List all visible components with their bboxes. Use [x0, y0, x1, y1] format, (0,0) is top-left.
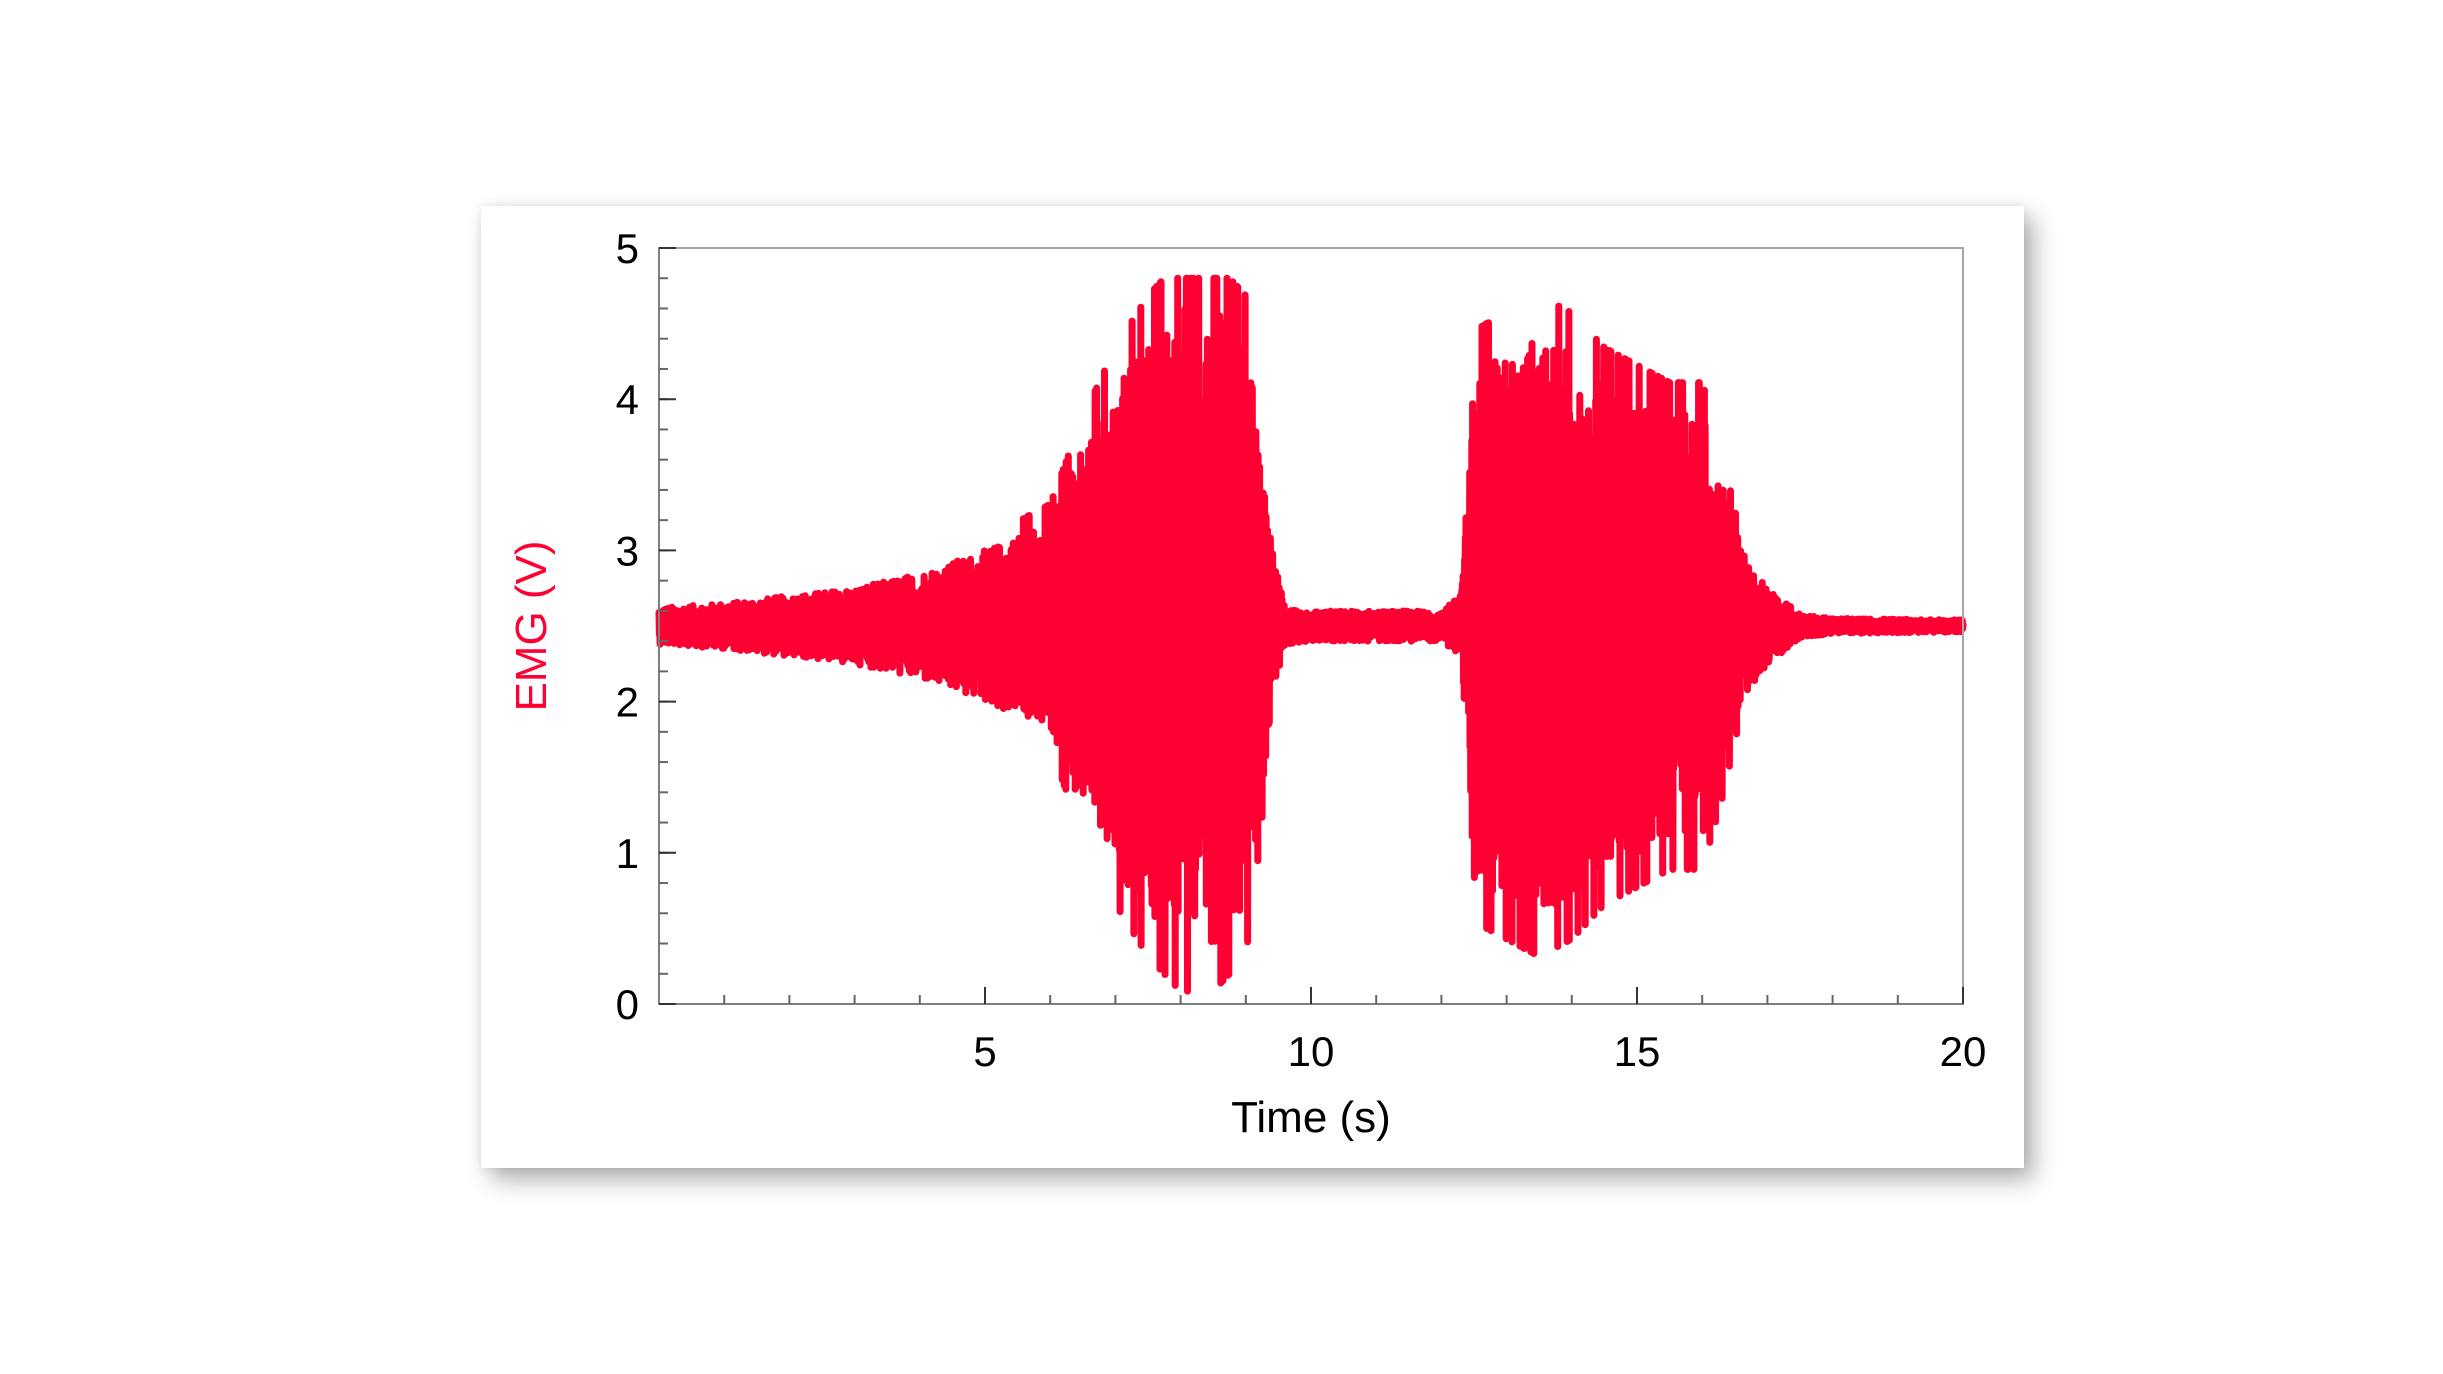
y-tick-label: 5 [616, 225, 639, 272]
y-tick-label: 2 [616, 679, 639, 726]
x-axis-title: Time (s) [1231, 1093, 1391, 1142]
emg-signal-line [655, 274, 1967, 995]
x-tick-label: 15 [1614, 1028, 1661, 1075]
y-tick-label: 4 [616, 376, 639, 423]
plot-area [655, 274, 1967, 995]
x-tick-label: 5 [973, 1028, 996, 1075]
y-axis-title: EMG (V) [507, 540, 556, 711]
x-tick-label: 20 [1940, 1028, 1987, 1075]
y-tick-label: 0 [616, 981, 639, 1028]
chart-card: 5 10 15 20 0 1 2 3 4 5 Time (s) EMG (V) [481, 206, 2024, 1168]
x-tick-label: 10 [1288, 1028, 1335, 1075]
emg-chart: 5 10 15 20 0 1 2 3 4 5 Time (s) EMG (V) [507, 225, 1987, 1142]
y-tick-label: 3 [616, 527, 639, 574]
axes: 5 10 15 20 0 1 2 3 4 5 [616, 225, 1987, 1075]
y-tick-label: 1 [616, 830, 639, 877]
